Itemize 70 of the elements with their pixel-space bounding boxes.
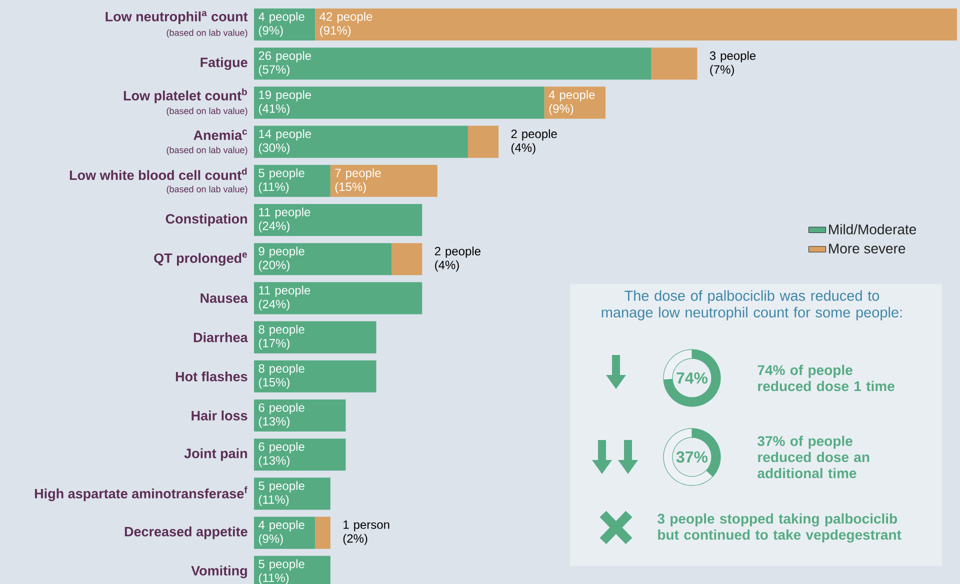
y-tick-label: Low platelet count$^{b}$: [124, 88, 247, 103]
y-tick-label: Vomiting: [191, 565, 247, 578]
data-label: 2 people (4%): [434, 246, 480, 272]
y-tick-label: Nausea: [200, 293, 248, 303]
data-label: 11 people (24%): [258, 286, 310, 310]
bar: [392, 242, 422, 275]
bar: [254, 86, 544, 119]
data-label: 42 people (91%): [320, 12, 372, 37]
y-tick-label: Hair loss: [192, 410, 248, 420]
bar: [254, 242, 392, 275]
bar: [254, 8, 316, 40]
bar: [330, 164, 438, 197]
bar: [254, 360, 376, 392]
bar: [254, 204, 422, 236]
data-label: 4 people (9%): [548, 90, 595, 115]
y-tick-label: Constipation: [166, 214, 247, 226]
bar: [315, 8, 957, 40]
legend-label: More severe: [829, 244, 906, 254]
data-label: 19 people (41%): [258, 90, 312, 115]
y-tick-label: Diarrhea: [194, 332, 248, 342]
text: (based on lab value): [166, 29, 248, 38]
bar: [254, 47, 652, 80]
bar: [651, 47, 698, 80]
y-tick-label: High aspartate aminotransferase$^{f}$: [34, 486, 248, 501]
bar: [468, 126, 499, 158]
text: (based on lab value): [166, 146, 248, 155]
data-label: 5 people (11%): [258, 481, 304, 506]
data-label: 7 people (15%): [335, 168, 381, 194]
y-tick-label: Hot flashes: [176, 371, 248, 382]
text: (based on lab value): [166, 107, 248, 116]
bar: [254, 321, 376, 354]
data-label: 8 people (15%): [258, 364, 304, 389]
data-label: 26 people (57%): [258, 50, 312, 76]
y-tick-label: Low neutrophil$^{a}$ count: [106, 10, 248, 24]
y-tick-label: Joint pain: [184, 448, 247, 461]
data-label: 14 people (30%): [258, 129, 312, 154]
bar: [254, 438, 346, 470]
annotation: 37%: [676, 451, 708, 462]
data-label: 2 people (4%): [511, 129, 557, 154]
data-label: 5 people (11%): [258, 559, 304, 584]
bar: [254, 516, 316, 549]
data-label: 11 people (24%): [258, 207, 310, 232]
y-tick-label: Fatigue: [200, 57, 248, 70]
data-label: 3 people (7%): [710, 50, 756, 76]
data-label: 5 people (11%): [258, 168, 304, 194]
bar: [254, 126, 468, 158]
data-label: 6 people (13%): [258, 402, 304, 428]
data-label: 1 person (2%): [343, 520, 390, 545]
y-tick-label: Low white blood cell count$^{d}$: [70, 168, 247, 180]
data-label: 4 people (9%): [258, 12, 304, 37]
bar: [315, 516, 330, 549]
text: The dose of palbociclib was reduced to manage low neutrophil count for some people:: [602, 290, 902, 320]
bar: [254, 164, 330, 197]
bar: [544, 86, 606, 119]
y-tick-label: Decreased appetite: [124, 526, 248, 539]
annotation: 3 people stopped taking palbociclib but continued to take vepdegestrant: [658, 513, 902, 542]
data-label: 9 people (20%): [258, 246, 304, 272]
y-tick-label: QT prolonged$^{e}$: [154, 252, 247, 266]
bar: [254, 282, 422, 314]
text: (based on lab value): [166, 186, 248, 194]
data-label: 4 people (9%): [258, 520, 304, 546]
bar: [254, 399, 346, 432]
bar: [254, 477, 330, 510]
annotation: 74%: [676, 372, 708, 384]
legend-label: Mild/Moderate: [829, 224, 916, 234]
annotation: 74% of people reduced dose 1 time: [758, 364, 894, 391]
data-label: 6 people (13%): [258, 442, 304, 467]
annotation: 37% of people reduced dose an additional time: [758, 436, 870, 478]
data-label: 8 people (17%): [258, 324, 304, 350]
y-tick-label: Anemia$^{c}$: [194, 129, 248, 140]
